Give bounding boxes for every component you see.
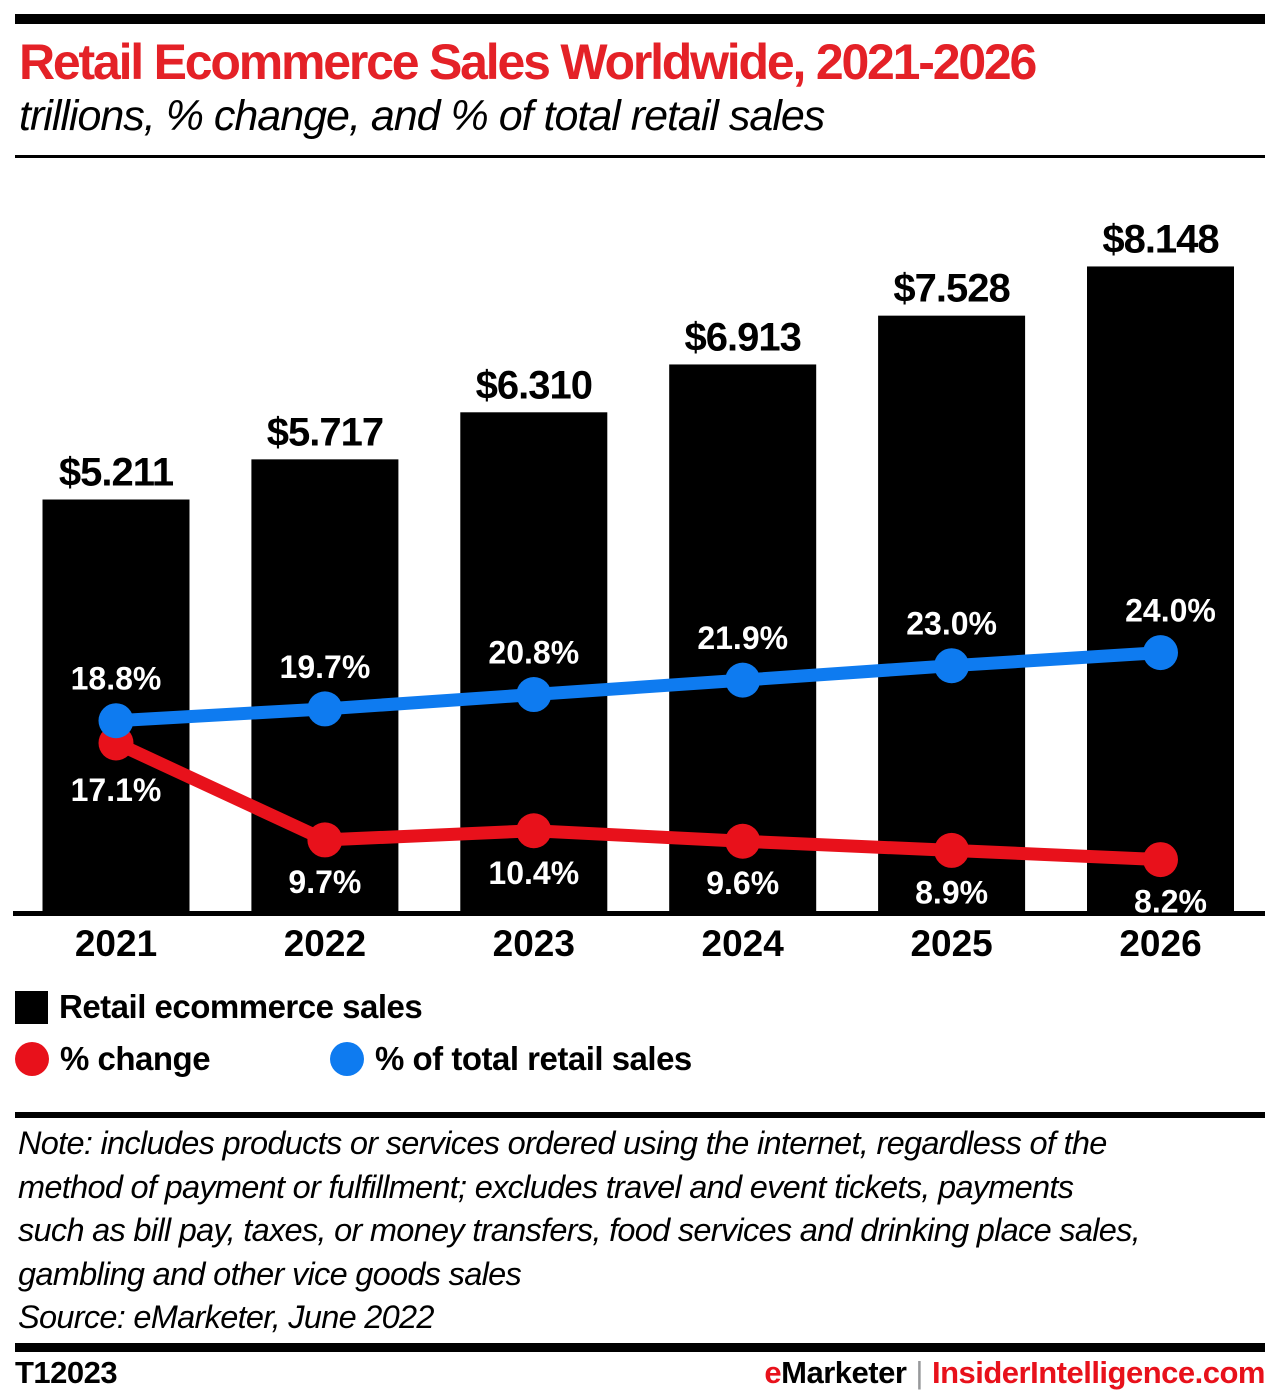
blue-dot-icon [330,1042,364,1076]
page-title: Retail Ecommerce Sales Worldwide, 2021-2… [19,34,1037,90]
note-line: Note: includes products or services orde… [18,1125,1107,1161]
pct-change-point-2025 [934,832,970,868]
x-axis-label-2021: 2021 [75,923,157,964]
bar-value-label: $5.717 [267,410,383,454]
legend-item-pct-of-total-retail-sales: % of total retail sales [330,1040,692,1078]
pct-of-total-point-2024 [725,662,761,698]
bar-2026 [1087,266,1234,914]
brand-site-url: InsiderIntelligence.com [931,1355,1266,1390]
footer-accent-bar [15,1343,1265,1352]
note-line: gambling and other vice goods sales [18,1255,522,1292]
footer-divider: | [915,1355,923,1390]
page-subtitle: trillions, % change, and % of total reta… [19,92,825,140]
x-axis-label-2025: 2025 [910,923,992,964]
pct-of-total-point-2023 [516,677,552,713]
bar-line-chart-canvas: $5.211 $5.717 $6.310 $6.913 $7.528 $8.148 2021… [13,217,1265,964]
pct-of-total-label: 18.8% [71,661,162,697]
pct-of-total-point-2021 [98,703,134,739]
pct-of-total-label: 21.9% [697,620,788,656]
pct-change-label: 9.7% [288,864,361,900]
pct-of-total-point-2022 [307,691,343,727]
pct-change-point-2026 [1143,842,1178,878]
footer-brand-block: eMarketer | InsiderIntelligence.com [764,1355,1265,1390]
pct-change-point-2023 [516,813,552,849]
top-accent-bar [15,14,1265,24]
pct-change-label: 8.9% [915,874,988,910]
legend-label-pct-of-total-retail-sales: % of total retail sales [375,1040,692,1077]
bar-2025 [878,315,1026,913]
brand-rest: Marketer [781,1355,907,1390]
x-axis-label-2024: 2024 [702,923,785,964]
x-axis-line [13,911,1265,916]
pct-of-total-point-2025 [934,648,970,684]
pct-of-total-label: 24.0% [1125,593,1216,629]
pct-of-total-line [115,646,1161,728]
note-line: method of payment or fulfillment; exclud… [18,1168,1074,1205]
brand-first-letter: e [764,1355,782,1390]
note-divider [15,1112,1265,1118]
brand-emarketer: eMarketer [764,1355,907,1390]
bar-2024 [669,364,817,913]
note-text: Note: includes products or services orde… [18,1122,1272,1340]
legend-label-retail-ecommerce-sales: Retail ecommerce sales [59,988,423,1025]
pct-of-total-point-2026 [1143,635,1178,671]
pct-change-label: 9.6% [706,865,779,901]
pct-change-label: 10.4% [488,855,579,891]
bar-value-label: $6.913 [685,315,801,359]
note-line: such as bill pay, taxes, or money transf… [18,1212,1141,1248]
bar-value-label: $5.211 [59,451,174,495]
legend-label-pct-change: % change [60,1040,211,1077]
red-dot-icon [15,1042,49,1076]
bar-value-label: $8.148 [1102,217,1219,261]
source-text: Source: eMarketer, June 2022 [18,1299,435,1335]
legend-item-pct-change: % change [15,1040,211,1078]
x-axis-label-2026: 2026 [1119,923,1201,964]
pct-change-label: 8.2% [1134,884,1207,920]
legend-item-retail-ecommerce-sales: Retail ecommerce sales [15,988,423,1026]
pct-change-label: 17.1% [71,772,162,808]
pct-of-total-label: 23.0% [906,606,997,642]
footer-code: T12023 [15,1355,118,1390]
black-square-swatch-icon [15,990,48,1024]
header-divider [15,155,1265,158]
pct-change-line [113,737,1161,867]
pct-change-point-2024 [725,823,761,859]
pct-change-point-2022 [307,822,343,858]
bar-value-label: $6.310 [476,363,592,407]
bar-value-label: $7.528 [893,267,1010,311]
pct-of-total-label: 19.7% [280,649,371,685]
pct-of-total-label: 20.8% [488,635,579,671]
x-axis-label-2023: 2023 [493,923,575,964]
x-axis-label-2022: 2022 [284,923,366,964]
